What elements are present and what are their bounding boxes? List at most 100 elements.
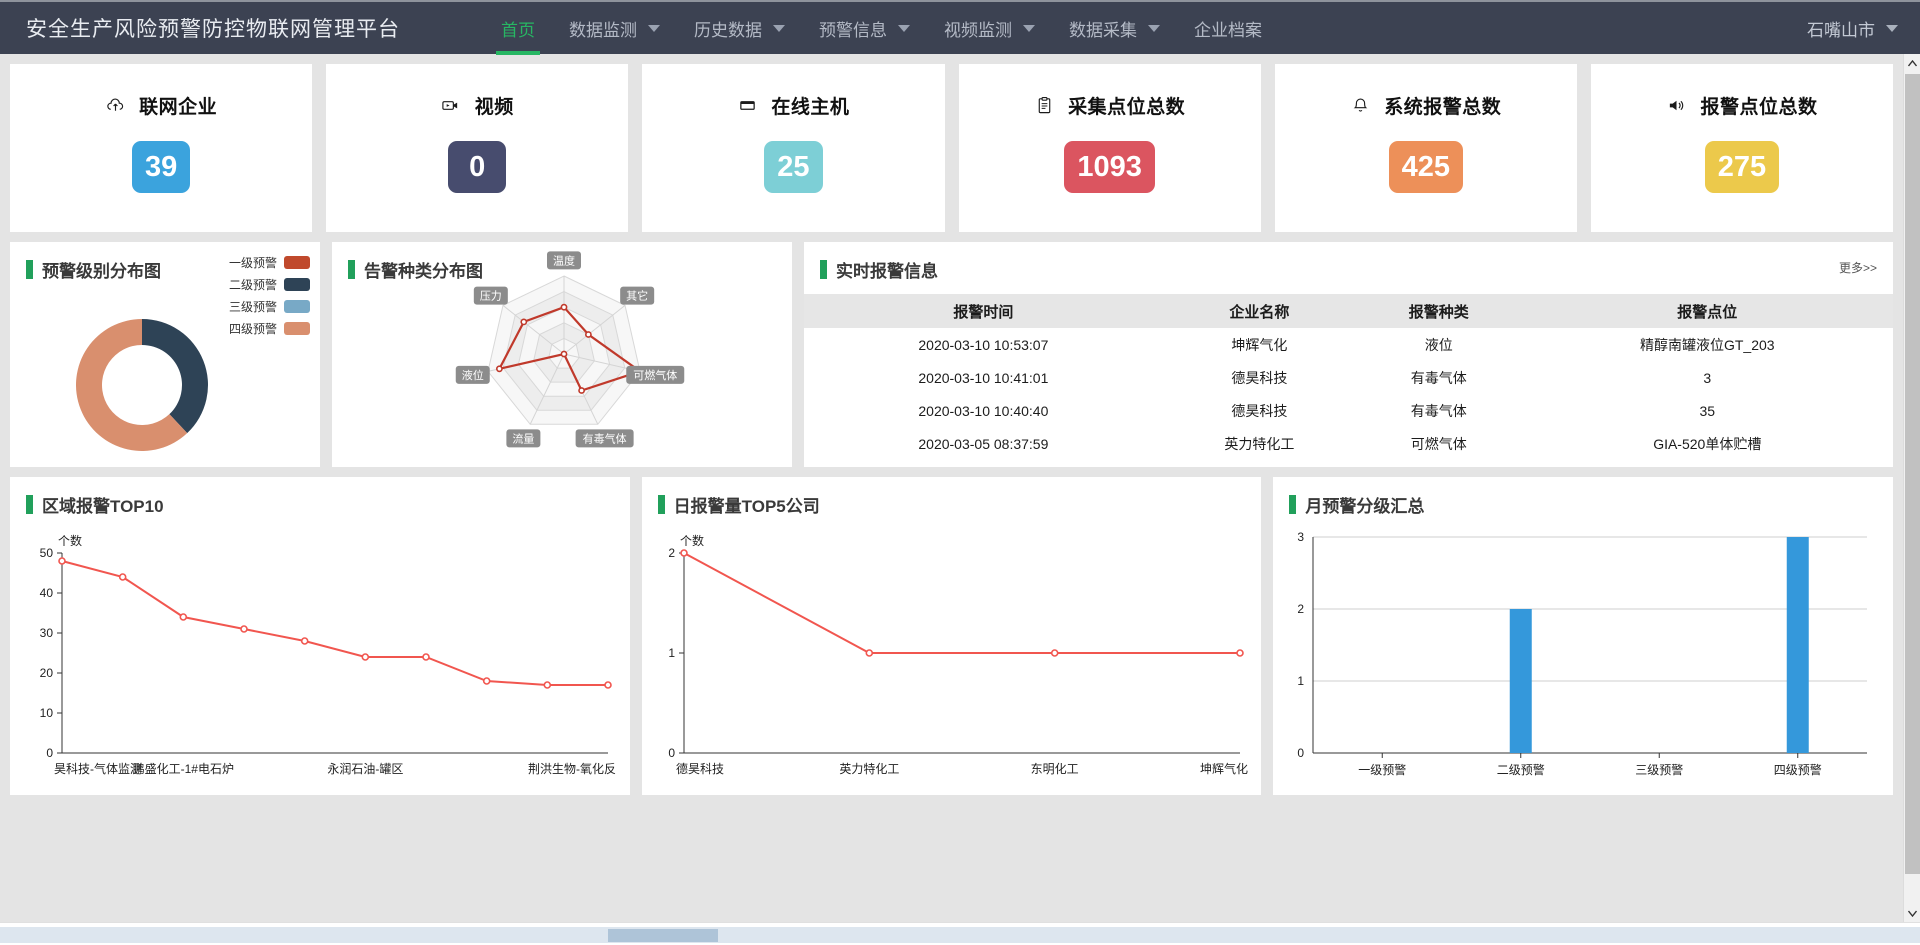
stat-card-header: 联网企业 — [105, 92, 217, 119]
svg-text:个数: 个数 — [58, 533, 82, 548]
svg-text:20: 20 — [40, 666, 54, 680]
nav-item-5[interactable]: 数据采集 — [1052, 1, 1177, 55]
svg-text:1: 1 — [1298, 674, 1305, 688]
stat-card-3[interactable]: 采集点位总数 1093 — [958, 64, 1261, 232]
nav-item-2[interactable]: 历史数据 — [677, 1, 802, 55]
more-link[interactable]: 更多>> — [1838, 261, 1877, 275]
svg-text:英力特化工: 英力特化工 — [839, 761, 899, 776]
stat-card-title: 系统报警总数 — [1384, 97, 1502, 118]
nav-item-1[interactable]: 数据监测 — [552, 1, 677, 55]
chevron-down-icon — [773, 24, 785, 32]
svg-text:2: 2 — [1298, 602, 1305, 616]
svg-text:1: 1 — [668, 646, 675, 660]
stat-card-value: 39 — [144, 150, 178, 183]
stat-card-header: 采集点位总数 — [1034, 92, 1185, 119]
svg-text:一级预警: 一级预警 — [1359, 762, 1407, 777]
table-cell: 德昊科技 — [1231, 369, 1288, 386]
legend-item-1[interactable]: 二级预警 — [229, 276, 310, 293]
scroll-up-icon[interactable] — [1904, 54, 1920, 72]
nav-item-label: 首页 — [501, 20, 535, 40]
table-row[interactable]: 2020-03-10 10:41:01 德昊科技 有毒气体 3 — [804, 361, 1893, 394]
vertical-scrollbar[interactable] — [1903, 54, 1920, 922]
svg-text:压力: 压力 — [480, 290, 502, 303]
panel-title: 实时报警信息 — [836, 262, 938, 281]
svg-text:液位: 液位 — [462, 368, 484, 382]
svg-text:其它: 其它 — [626, 289, 648, 303]
region-selector[interactable]: 石嘴山市 — [1807, 16, 1898, 41]
legend-color-swatch — [284, 278, 310, 291]
monthly-bar-chart[interactable]: 0 1 2 3 一级预警 二级预警 三级预警 四级预警 — [1273, 523, 1893, 795]
stat-card-value: 0 — [469, 150, 486, 183]
chevron-down-icon — [648, 24, 660, 32]
scroll-down-icon[interactable] — [1904, 904, 1920, 922]
horizontal-scrollbar-area — [0, 922, 1920, 945]
region-alarm-top10-panel: 区域报警TOP10 0 10 20 30 40 50 个数 昊科技-气体监测 鹏盛化工-1#电石… — [10, 477, 630, 795]
table-cell: 有毒气体 — [1410, 369, 1467, 386]
horizontal-scrollbar[interactable] — [0, 927, 1920, 943]
bar-1 — [1510, 609, 1533, 753]
nav-item-label: 数据监测 — [569, 20, 637, 40]
top-navigation-bar: 安全生产风险预警防控物联网管理平台 首页 数据监测 历史数据 预警信息 视频监测 数据采集… — [0, 0, 1920, 55]
svg-text:有毒气体: 有毒气体 — [583, 431, 627, 445]
svg-text:永润石油-罐区: 永润石油-罐区 — [327, 762, 403, 776]
legend-item-3[interactable]: 四级预警 — [229, 320, 310, 337]
nav-item-label: 预警信息 — [819, 20, 887, 40]
stat-card-value: 275 — [1717, 150, 1767, 183]
alarm-type-distribution-panel: 告警种类分布图 温度 其它 可燃气体 有毒气体 流量 液位 压力 — [332, 242, 792, 467]
dashboard-content: 联网企业 39 视频 0 在线主机 25 采集点位总数 1093 系统报警总数 425 报警点位总数… — [0, 54, 1903, 922]
horizontal-scrollbar-thumb[interactable] — [608, 929, 718, 942]
vertical-scrollbar-thumb[interactable] — [1905, 74, 1920, 874]
legend-label: 四级预警 — [228, 322, 277, 336]
stat-card-title: 联网企业 — [139, 97, 218, 118]
nav-item-0[interactable]: 首页 — [484, 1, 552, 55]
top5-line-chart[interactable]: 0 1 2 个数 德昊科技 英力特化工 东明化工 坤辉气化 — [642, 523, 1262, 795]
stat-card-header: 系统报警总数 — [1350, 92, 1501, 119]
stat-card-5[interactable]: 报警点位总数 275 — [1590, 64, 1894, 232]
chevron-down-icon — [1023, 24, 1035, 32]
svg-text:0: 0 — [1298, 746, 1305, 760]
svg-text:个数: 个数 — [680, 533, 704, 548]
monitor-icon — [737, 96, 757, 116]
nav-item-label: 历史数据 — [694, 20, 762, 40]
nav-item-6[interactable]: 企业档案 — [1177, 1, 1279, 55]
stat-card-value: 425 — [1401, 150, 1450, 183]
svg-text:四级预警: 四级预警 — [1774, 762, 1822, 777]
chevron-down-icon — [898, 24, 910, 32]
nav-item-label: 企业档案 — [1194, 20, 1262, 40]
radar-axis-label-6: 压力 — [473, 286, 508, 305]
stat-card-header: 报警点位总数 — [1666, 92, 1817, 119]
stat-card-value-badge: 25 — [764, 141, 823, 193]
legend-label: 三级预警 — [228, 300, 277, 314]
title-accent-bar — [348, 260, 355, 279]
svg-text:0: 0 — [668, 746, 675, 760]
radar-axis-label-5: 液位 — [455, 365, 490, 384]
legend-item-2[interactable]: 三级预警 — [229, 298, 310, 315]
svg-text:30: 30 — [40, 626, 54, 640]
svg-text:10: 10 — [40, 706, 54, 720]
svg-text:40: 40 — [40, 586, 54, 600]
nav-item-3[interactable]: 预警信息 — [802, 1, 927, 55]
stat-card-1[interactable]: 视频 0 — [326, 64, 629, 232]
stat-card-2[interactable]: 在线主机 25 — [642, 64, 945, 232]
stat-card-title: 采集点位总数 — [1068, 97, 1186, 118]
nav-menu: 首页 数据监测 历史数据 预警信息 视频监测 数据采集 企业档案 — [484, 1, 1279, 55]
top10-line-chart[interactable]: 0 10 20 30 40 50 个数 昊科技-气体监测 鹏盛化工-1#电石炉 永润石油-罐区 荆洪… — [10, 523, 630, 795]
stat-card-header: 视频 — [441, 92, 514, 119]
nav-item-4[interactable]: 视频监测 — [927, 1, 1052, 55]
legend-item-0[interactable]: 一级预警 — [229, 254, 310, 271]
table-cell: 3 — [1703, 369, 1712, 386]
stat-card-0[interactable]: 联网企业 39 — [10, 64, 313, 232]
svg-text:可燃气体: 可燃气体 — [633, 368, 677, 382]
table-row[interactable]: 2020-03-05 08:37:59 英力特化工 可燃气体 GIA-520单体贮槽 — [804, 427, 1893, 460]
table-row[interactable]: 2020-03-10 10:40:40 德昊科技 有毒气体 35 — [804, 394, 1893, 427]
table-cell: 坤辉气化 — [1231, 336, 1288, 353]
table-header-row: 报警时间 企业名称 报警种类 报警点位 — [804, 294, 1893, 328]
panel-header: 实时报警信息 — [804, 242, 1893, 282]
table-cell: 35 — [1699, 402, 1716, 419]
stat-card-4[interactable]: 系统报警总数 425 — [1274, 64, 1577, 232]
table-row[interactable]: 2020-03-10 10:53:07 坤辉气化 液位 精醇南罐液位GT_203 — [804, 328, 1893, 361]
radar-axis-label-2: 可燃气体 — [626, 365, 685, 384]
speaker-icon — [1666, 96, 1686, 116]
